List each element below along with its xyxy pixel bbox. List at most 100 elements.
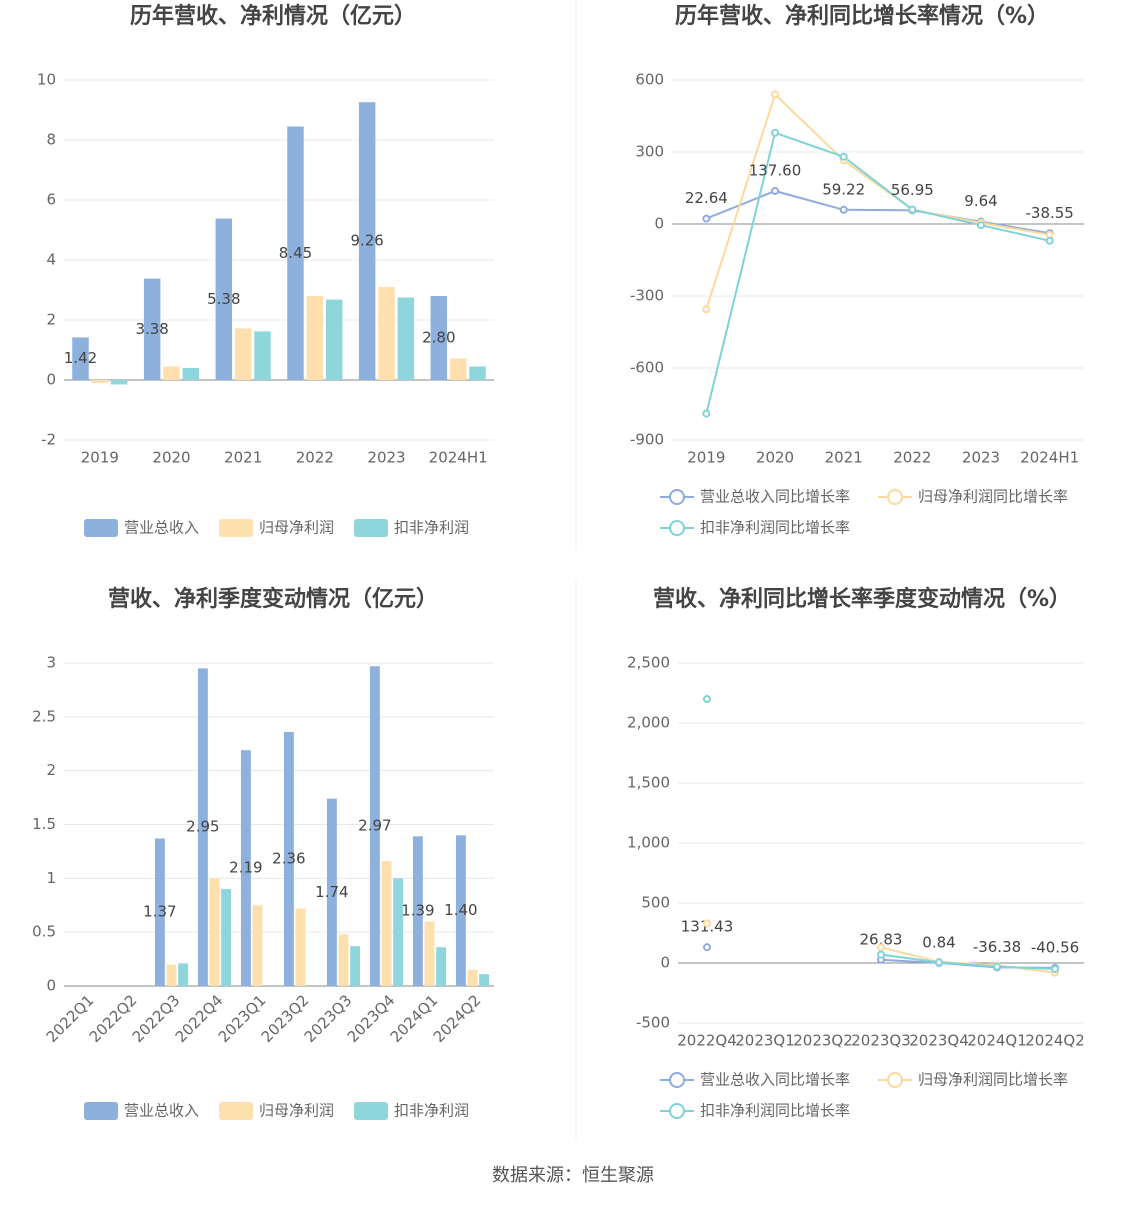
data-label: 2.80: [422, 329, 455, 347]
line: [705, 189, 1050, 235]
point: [877, 943, 885, 952]
data-label: 9.64: [964, 192, 997, 210]
x-tick-label: 2023: [962, 449, 1000, 467]
line: [880, 953, 1056, 970]
bar: [455, 835, 466, 986]
data-label: 22.64: [685, 189, 728, 207]
legend-label: 扣非净利润同比增长率: [700, 1102, 850, 1120]
point: [935, 958, 943, 967]
bar: [381, 861, 392, 986]
legend-swatch: [354, 519, 388, 537]
chart-title: 营收、净利同比增长率季度变动情况（%）: [653, 586, 1071, 612]
legend-label: 营业总收入: [124, 1102, 199, 1120]
legend-swatch: [354, 1102, 388, 1120]
bar: [326, 798, 337, 986]
data-label: 2.97: [358, 817, 391, 835]
data-label: -36.38: [973, 938, 1021, 956]
point: [993, 962, 1001, 971]
legend-label: 扣非净利润同比增长率: [700, 519, 850, 537]
x-tick-label: 2024H1: [1020, 449, 1079, 467]
y-tick-label: -600: [630, 359, 664, 377]
y-tick-label: 2.5: [32, 707, 56, 725]
x-tick-label: 2023Q2: [793, 1032, 853, 1050]
bar: [393, 878, 404, 986]
y-tick-label: 1,000: [627, 834, 670, 852]
point: [771, 90, 779, 99]
x-tick-label: 2023: [367, 449, 405, 467]
legend-label: 营业总收入同比增长率: [700, 488, 850, 506]
bar: [143, 278, 161, 380]
bar: [182, 368, 200, 380]
data-label: 8.45: [279, 244, 312, 262]
data-label: -38.55: [1025, 204, 1073, 222]
x-tick-label: 2021: [825, 449, 863, 467]
bar: [412, 836, 423, 986]
bar: [479, 974, 490, 986]
bar: [467, 969, 478, 986]
x-tick-label: 2023Q4: [909, 1032, 969, 1050]
y-tick-label: 0: [46, 371, 56, 389]
y-tick-label: 1,500: [627, 774, 670, 792]
legend-swatch: [219, 1102, 253, 1120]
data-label: 1.37: [143, 903, 176, 921]
y-tick-label: -900: [630, 431, 664, 449]
point: [977, 221, 985, 230]
bar: [358, 102, 376, 380]
legend-marker: [887, 1072, 903, 1088]
bar: [430, 296, 448, 380]
x-tick-label: 2023Q3: [851, 1032, 911, 1050]
bar: [338, 934, 349, 986]
y-tick-label: 3: [46, 654, 56, 672]
y-tick-label: 1.5: [32, 815, 56, 833]
point: [1045, 236, 1054, 245]
y-tick-label: 6: [46, 191, 56, 209]
bar: [209, 878, 220, 986]
point: [839, 205, 848, 214]
bar: [178, 963, 189, 986]
point: [702, 305, 711, 314]
y-tick-label: 4: [46, 251, 56, 269]
x-tick-label: 2024H1: [429, 449, 488, 467]
data-label: 1.39: [401, 902, 434, 920]
y-tick-label: 0: [660, 954, 670, 972]
bar: [163, 366, 180, 380]
point: [771, 186, 779, 195]
data-label: 1.74: [315, 883, 348, 901]
legend-label: 归母净利润同比增长率: [918, 1071, 1068, 1089]
y-tick-label: 300: [635, 143, 664, 161]
bar: [252, 905, 263, 986]
y-tick-label: -300: [630, 287, 664, 305]
x-tick-label: 2022Q4: [677, 1032, 737, 1050]
legend-marker: [669, 520, 685, 536]
bar: [234, 328, 252, 380]
data-label: 0.84: [922, 933, 955, 951]
data-label: 56.95: [891, 181, 934, 199]
x-tick-label: 2022: [296, 449, 334, 467]
bar: [283, 731, 294, 986]
x-tick-label: 2021: [224, 449, 262, 467]
x-tick-label: 2019: [687, 449, 725, 467]
data-label: 2.19: [229, 859, 262, 877]
legend-marker: [669, 489, 685, 505]
bar: [91, 380, 109, 383]
x-tick-label: 2022: [893, 449, 931, 467]
chart-title: 历年营收、净利情况（亿元）: [130, 3, 416, 29]
point: [908, 205, 917, 214]
source: 数据来源：恒生聚源: [492, 1165, 654, 1186]
bar: [369, 666, 380, 986]
chart-title: 历年营收、净利同比增长率情况（%）: [675, 3, 1049, 29]
bar: [424, 921, 435, 986]
y-tick-label: 0: [46, 977, 56, 995]
bar: [295, 908, 306, 986]
x-tick-label: 2019: [81, 449, 119, 467]
legend-label: 营业总收入: [124, 519, 199, 537]
legend-label: 营业总收入同比增长率: [700, 1071, 850, 1089]
y-tick-label: 600: [635, 71, 664, 89]
data-label: 1.40: [444, 901, 477, 919]
bar: [436, 947, 447, 986]
point: [877, 950, 885, 959]
y-tick-label: 2,000: [627, 714, 670, 732]
y-tick-label: 8: [46, 131, 56, 149]
point: [702, 409, 711, 418]
